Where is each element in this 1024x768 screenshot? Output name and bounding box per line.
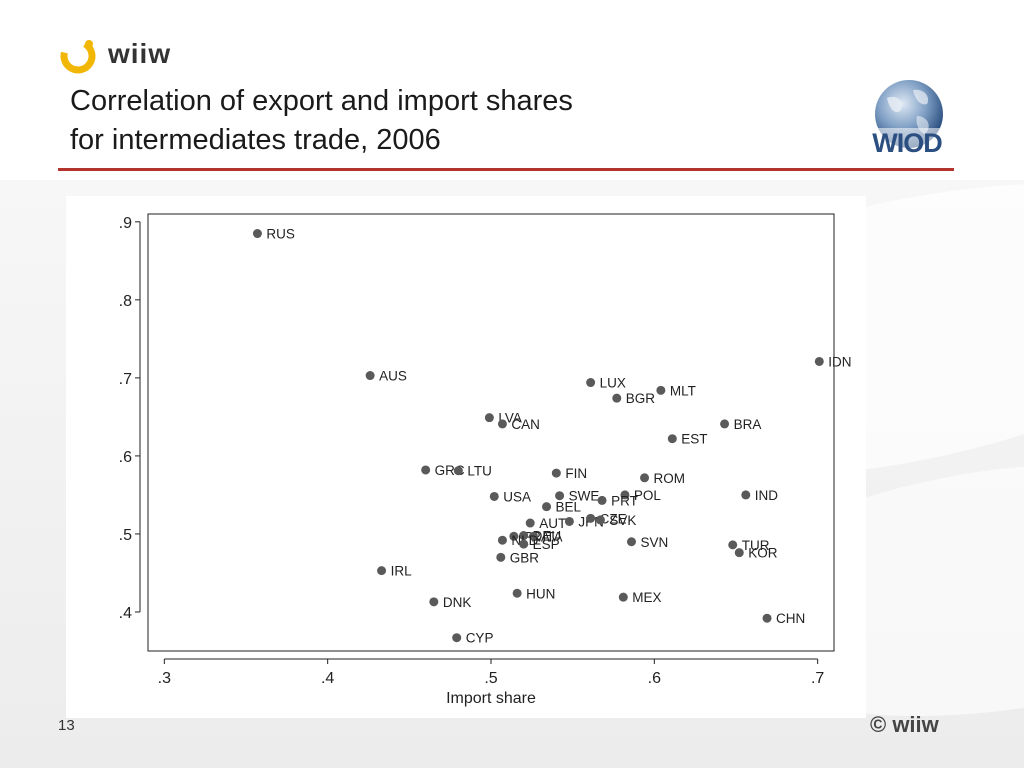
data-point-mlt [656,385,666,395]
point-label-usa: USA [503,489,531,504]
point-label-aut: AUT [539,516,566,531]
point-label-pol: POL [634,488,662,503]
point-label-mex: MEX [632,590,661,605]
data-point-esp [519,539,529,549]
point-label-chn: CHN [776,611,805,626]
x-tick-label: .5 [484,670,497,687]
plot-frame [147,213,835,652]
data-point-mex [618,592,628,602]
data-point-nld [497,535,507,545]
data-point-idn [814,356,824,366]
data-point-can [497,419,507,429]
y-tick-label: .9 [119,215,132,232]
point-label-svk: SVK [609,513,636,528]
y-tick-label: .6 [119,449,132,466]
point-label-can: CAN [511,417,540,432]
logo-text: wiiw [108,38,172,69]
data-point-kor [734,548,744,558]
point-label-ltu: LTU [467,464,492,479]
point-label-idn: IDN [828,354,851,369]
point-label-rom: ROM [654,471,686,486]
title-divider [58,168,954,171]
point-label-hun: HUN [526,586,555,601]
title-line-2: for intermediates trade, 2006 [70,124,441,156]
point-label-bgr: BGR [626,391,656,406]
data-point-est [667,434,677,444]
data-point-svk [595,515,605,525]
point-label-est: EST [681,432,707,447]
data-point-svn [626,537,636,547]
title-line-1: Correlation of export and import shares [70,85,573,117]
point-label-irl: IRL [391,564,413,579]
y-tick-label: .5 [119,527,132,544]
data-point-bel [542,502,552,512]
point-label-ita: ITA [542,529,562,544]
data-point-fin [551,468,561,478]
point-label-aus: AUS [379,369,407,384]
data-point-aut [525,518,535,528]
data-point-hun [512,588,522,598]
point-label-ind: IND [755,488,779,503]
data-point-swe [555,491,565,501]
data-point-pol [620,490,630,500]
data-point-rus [252,229,262,239]
point-label-tur: TUR [742,538,770,553]
data-point-ltu [453,466,463,476]
data-point-cze [586,513,596,523]
y-tick-label: .4 [119,605,132,622]
point-label-dnk: DNK [443,595,472,610]
data-point-irl [377,566,387,576]
copyright: © wiiw [870,712,939,737]
data-point-prt [597,495,607,505]
data-point-ita [528,531,538,541]
point-label-deu: DEU [533,529,562,544]
data-point-lva [484,413,494,423]
point-label-gbr: GBR [510,550,540,565]
scatter-chart: .4 .5 .6 .7 .8 .9 .3 .4 .5 .6 .7 Import share RUS IDN… [119,213,852,707]
data-point-usa [489,491,499,501]
point-label-cyp: CYP [466,631,494,646]
data-point-grc [421,465,431,475]
point-label-swe: SWE [569,489,600,504]
y-tick-label: .8 [119,293,132,310]
wiiw-logo-icon [60,38,96,74]
wiod-logo-icon: WIOD [867,80,949,158]
data-point-jpn [564,516,574,526]
data-point-bgr [612,393,622,403]
chart-panel: .4 .5 .6 .7 .8 .9 .3 .4 .5 .6 .7 Import share RUS IDN… [66,196,866,718]
data-point-aus [365,371,375,381]
data-point-rom [640,473,650,483]
data-point-deu [519,531,529,541]
data-point-chn [762,613,772,623]
data-point-fra [509,531,519,541]
point-label-esp: ESP [533,537,560,552]
data-point-cyp [452,633,462,643]
point-label-rus: RUS [266,227,295,242]
point-label-cze: CZE [600,511,627,526]
page-number: 13 [58,717,75,734]
x-tick-label: .3 [158,670,171,687]
x-axis-title: Import share [446,690,536,707]
point-label-mlt: MLT [670,383,696,398]
data-point-tur [728,540,738,550]
x-tick-label: .6 [648,670,661,687]
data-point-lux [586,378,596,388]
data-point-dnk [429,597,439,607]
point-label-bra: BRA [734,417,762,432]
data-point-gbr [496,552,506,562]
data-point-bra [720,419,730,429]
point-label-bel: BEL [556,500,582,515]
point-label-kor: KOR [748,546,778,561]
y-tick-label: .7 [119,371,132,388]
wiod-logo-text: WIOD [872,128,942,158]
point-label-lux: LUX [600,376,626,391]
x-tick-label: .7 [811,670,824,687]
data-point-ind [741,490,751,500]
page-title: Correlation of export and import shares … [70,82,830,160]
point-label-prt: PRT [611,493,638,508]
point-label-fin: FIN [565,466,587,481]
x-tick-label: .4 [321,670,334,687]
point-label-svn: SVN [640,535,668,550]
